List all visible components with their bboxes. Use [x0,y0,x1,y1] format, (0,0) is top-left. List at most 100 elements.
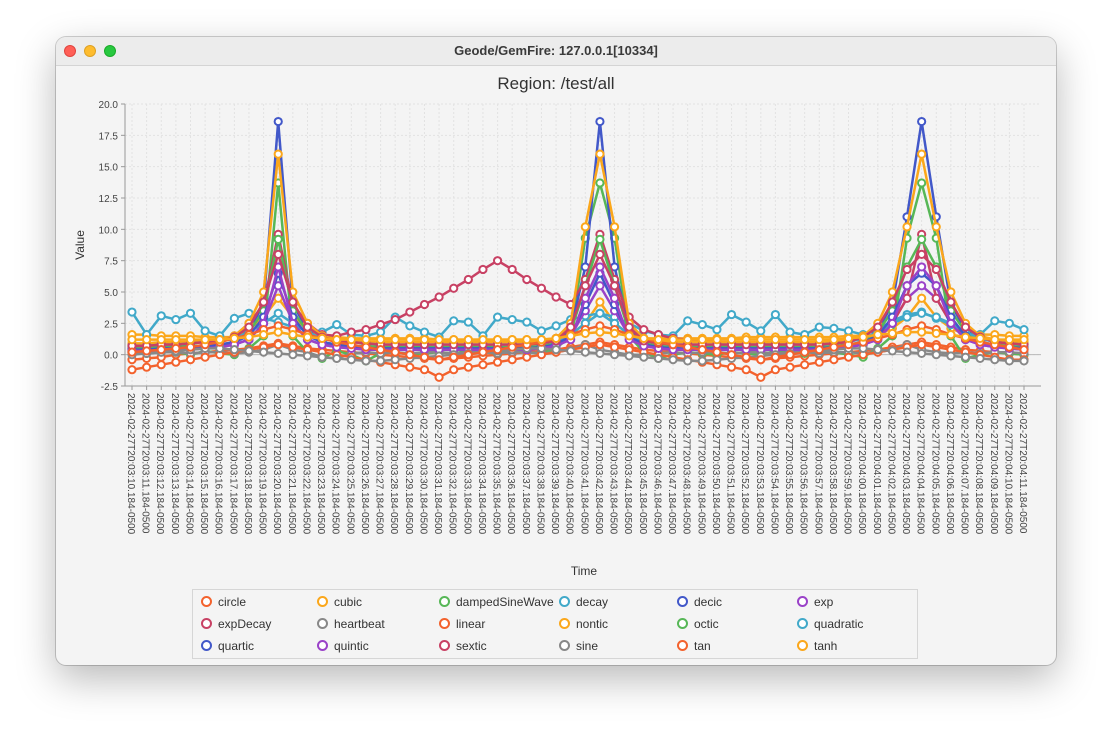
data-point-linear [492,357,503,367]
data-point-sextic [580,281,590,291]
close-window-button[interactable] [64,45,76,57]
data-point-sine [960,352,971,362]
data-point-sextic [244,322,254,332]
data-point-expDecay [551,292,561,302]
x-tick-label: 2024-02-27T20:03:10.184-0500 [125,393,136,535]
y-tick-label: 17.5 [99,131,119,142]
x-tick-label: 2024-02-27T20:03:14.184-0500 [183,393,194,535]
data-point-decay [990,316,1000,326]
data-point-decay [507,314,517,325]
data-point-decay [712,325,722,335]
data-point-sine [946,351,956,361]
legend-label: dampedSineWave [456,595,554,609]
minimize-window-button[interactable] [84,45,96,57]
legend-item-expDecay: expDecay [201,617,271,635]
x-tick-label: 2024-02-27T20:04:06.184-0500 [944,393,955,535]
data-point-tanh [639,333,649,343]
x-tick-label: 2024-02-27T20:03:17.184-0500 [227,393,238,535]
data-point-tanh [566,331,576,341]
data-point-sine [668,355,678,365]
data-point-sextic [302,322,313,332]
x-tick-label: 2024-02-27T20:03:59.184-0500 [842,393,853,535]
x-tick-label: 2024-02-27T20:04:01.184-0500 [871,393,882,535]
data-point-tanh [668,335,678,345]
x-tick-label: 2024-02-27T20:03:12.184-0500 [154,393,165,535]
data-point-decay [405,321,415,331]
data-point-expDecay [390,314,400,325]
data-point-linear [288,342,298,352]
legend-item-cubic: cubic [317,595,362,613]
legend-item-quartic: quartic [201,639,254,657]
x-tick-label: 2024-02-27T20:03:31.184-0500 [432,393,443,535]
data-point-decay [492,312,503,322]
data-point-tanh [580,328,590,338]
data-point-tan [405,350,415,360]
data-point-tan [463,350,473,360]
data-point-linear [829,355,839,365]
legend-label: linear [456,617,486,631]
data-point-tan [785,350,795,360]
data-point-expDecay [492,256,503,266]
x-tick-label: 2024-02-27T20:03:24.184-0500 [330,393,341,535]
data-point-expDecay [361,325,371,335]
data-point-expDecay [931,293,941,303]
data-point-expDecay [507,264,517,275]
data-point-decay [229,313,239,323]
legend-label: tanh [814,639,838,653]
data-point-tanh [887,328,897,338]
data-point-sine [244,346,254,356]
chart-title: Region: /test/all [497,74,614,93]
data-point-sine [990,355,1000,365]
data-point-sextic [887,297,897,307]
y-tick-label: 10.0 [99,225,119,236]
data-point-tan [434,355,444,365]
data-point-sine [551,345,561,355]
data-point-tanh [463,335,473,345]
data-point-tanh [1019,335,1029,345]
x-tick-label: 2024-02-27T20:03:53.184-0500 [754,393,765,535]
x-tick-label: 2024-02-27T20:03:33.184-0500 [461,393,472,535]
data-point-quadratic [902,312,912,322]
legend-marker [317,596,328,607]
data-point-tan [770,352,781,362]
data-point-decic [273,116,283,127]
x-tick-label: 2024-02-27T20:03:32.184-0500 [447,393,458,535]
data-point-linear [478,360,488,370]
legend-label: sine [576,639,599,653]
data-point-sine [712,355,722,365]
data-point-tanh [434,335,444,345]
data-point-tanh [609,328,620,338]
data-point-tan [1019,345,1029,355]
zoom-window-button[interactable] [104,45,116,57]
data-point-cubic [273,293,283,303]
data-point-tan [800,347,810,357]
legend-item-octic: octic [677,617,719,635]
legend-item-quadratic: quadratic [797,617,863,635]
legend-item-nontic: nontic [559,617,608,635]
x-tick-label: 2024-02-27T20:03:36.184-0500 [505,393,516,535]
x-tick-label: 2024-02-27T20:03:15.184-0500 [198,393,209,535]
legend-item-sine: sine [559,639,598,657]
data-point-dampedSineWave [595,178,605,188]
data-point-expDecay [639,325,649,335]
legend-item-circle: circle [201,595,246,613]
data-point-sine [273,348,283,359]
data-point-sine [595,348,605,359]
data-point-linear [185,355,196,365]
data-point-expDecay [346,327,356,337]
data-point-tanh [770,335,781,345]
data-point-sine [697,356,707,366]
data-point-sine [887,346,897,356]
x-tick-label: 2024-02-27T20:03:50.184-0500 [710,393,721,535]
data-point-expDecay [449,283,459,293]
legend-label: circle [218,595,247,609]
line-chart: Region: /test/all 20.0 17.5 15.0 12.5 10.0 7.5… [73,74,1041,578]
data-point-tanh [741,335,751,345]
data-point-tanh [390,335,400,345]
data-point-tan [361,342,371,352]
data-point-decay [843,326,854,336]
legend-item-decic: decic [677,595,722,613]
legend-label: octic [694,617,719,631]
x-tick-label: 2024-02-27T20:04:00.184-0500 [856,393,867,535]
data-point-linear [463,362,473,372]
